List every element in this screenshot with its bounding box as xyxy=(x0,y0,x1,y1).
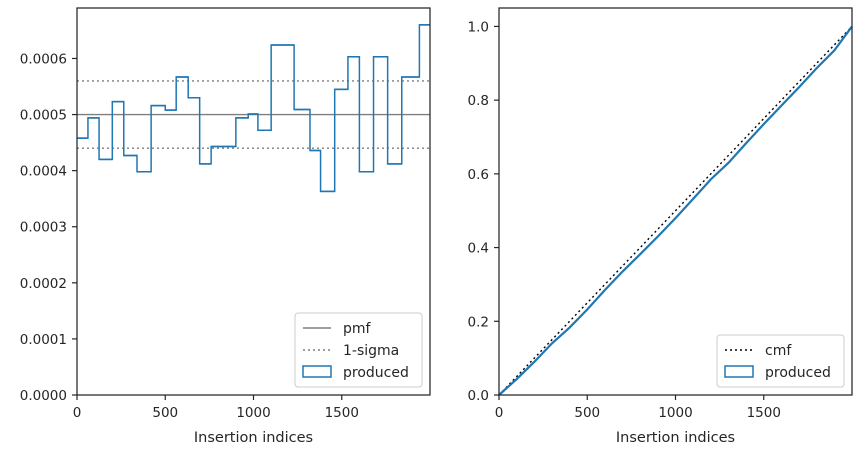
y-tick-label: 0.6 xyxy=(468,167,489,183)
legend-label: produced xyxy=(765,365,831,381)
produced-step-histogram xyxy=(77,24,430,193)
y-tick-label: 0.0002 xyxy=(20,276,67,292)
y-tick-label: 0.0000 xyxy=(20,388,67,404)
y-tick-label: 0.0005 xyxy=(20,108,67,124)
legend-box xyxy=(716,334,845,388)
y-tick-label: 1.0 xyxy=(468,19,489,35)
right-plot-marks xyxy=(498,25,853,396)
x-tick-label: 1500 xyxy=(747,405,781,421)
legend-label: produced xyxy=(343,365,409,381)
left-x-axis-label: Insertion indices xyxy=(194,430,313,446)
x-tick-label: 0 xyxy=(495,405,504,421)
y-tick-label: 0.0 xyxy=(468,388,489,404)
right-legend: cmf produced xyxy=(716,334,845,388)
cmf-line xyxy=(498,25,853,396)
y-tick-label: 0.2 xyxy=(468,314,489,330)
legend-label: 1-sigma xyxy=(343,343,399,359)
x-tick-label: 1000 xyxy=(236,405,270,421)
right-x-axis-label: Insertion indices xyxy=(616,430,735,446)
legend-produced-swatch xyxy=(302,365,332,378)
left-plot-marks xyxy=(77,24,430,193)
legend-box xyxy=(294,312,423,388)
right-cdf-panel: 0 500 1000 1500 0.0 0.2 0.4 0.6 0.8 1.0 Insertion… xyxy=(468,7,853,446)
legend-label: cmf xyxy=(765,343,792,359)
y-tick-label: 0.0006 xyxy=(20,51,67,67)
y-tick-label: 0.4 xyxy=(468,241,489,257)
left-legend: pmf 1-sigma produced xyxy=(294,312,423,388)
y-tick-label: 0.0003 xyxy=(20,220,67,236)
x-tick-label: 500 xyxy=(574,405,600,421)
left-histogram-panel: 0 500 1000 1500 0.0000 0.0001 0.0002 0.0003 0.00… xyxy=(20,7,431,446)
right-axis-ticks: 0 500 1000 1500 0.0 0.2 0.4 0.6 0.8 1.0 xyxy=(468,19,781,421)
x-tick-label: 500 xyxy=(152,405,178,421)
x-tick-label: 0 xyxy=(73,405,82,421)
legend-produced-swatch xyxy=(724,365,754,378)
y-tick-label: 0.0004 xyxy=(20,164,67,180)
y-tick-label: 0.0001 xyxy=(20,332,67,348)
produced-cdf-line xyxy=(498,25,853,396)
x-tick-label: 1500 xyxy=(325,405,359,421)
left-axis-ticks: 0 500 1000 1500 0.0000 0.0001 0.0002 0.0003 0.00… xyxy=(20,51,359,421)
legend-label: pmf xyxy=(343,321,372,337)
x-tick-label: 1000 xyxy=(658,405,692,421)
y-tick-label: 0.8 xyxy=(468,93,489,109)
